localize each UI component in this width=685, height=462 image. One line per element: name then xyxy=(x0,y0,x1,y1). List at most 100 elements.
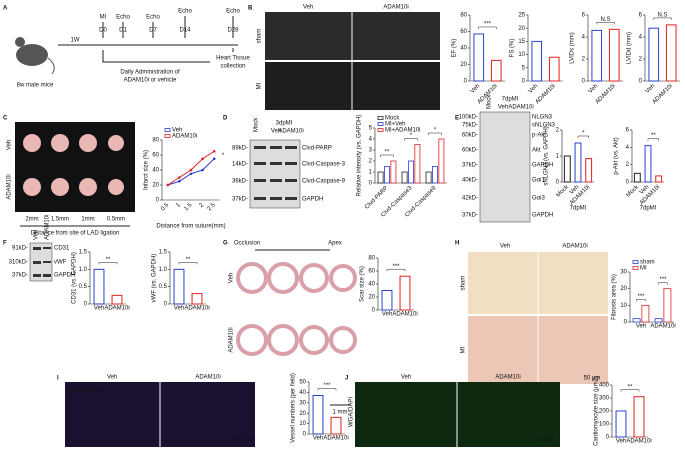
bar xyxy=(548,56,560,82)
label: D7 xyxy=(149,28,157,34)
label: MI xyxy=(257,82,263,89)
bar xyxy=(414,144,421,184)
bar xyxy=(663,288,672,323)
y-axis-label: Fibrosis area (%) xyxy=(612,274,618,320)
y-tick-label: 10 xyxy=(620,303,627,309)
bar xyxy=(401,171,408,184)
heart-sections xyxy=(236,262,357,356)
label: D14 xyxy=(179,28,191,34)
label: 60kD- xyxy=(462,133,478,139)
y-tick-label: 0.5 xyxy=(159,284,168,290)
label: ADAM10i xyxy=(229,327,235,352)
bar xyxy=(432,166,438,184)
y-tick-label: 400 xyxy=(599,383,610,389)
x-tick-label: Veh xyxy=(645,83,657,95)
y-axis-label: Scar size (%) xyxy=(360,266,366,302)
y-tick-label: 0 xyxy=(626,180,630,186)
y-tick-label: 200 xyxy=(599,409,610,415)
significance-label: ** xyxy=(385,150,390,156)
legend-label: sham xyxy=(640,260,655,266)
line-point xyxy=(201,157,204,161)
y-tick-label: 80 xyxy=(368,256,375,262)
y-tick-label: 100 xyxy=(599,422,610,428)
significance-label: N.S xyxy=(600,17,610,23)
timeline-arrows xyxy=(102,16,234,38)
label: GAPDH xyxy=(302,197,323,203)
label: Clvd-Caspase-9 xyxy=(302,179,346,185)
x-tick-label: ADAM10i xyxy=(392,312,417,318)
y-axis-label: CD31 (vs. GAPDH) xyxy=(72,252,78,304)
y-axis-label: Vessel numbers (per field) xyxy=(291,373,297,443)
x-tick-label: ADAM10i xyxy=(650,324,675,330)
label: ADAM10i or vehicle xyxy=(124,78,177,84)
legend-swatch xyxy=(632,260,639,264)
label: ADAM10i xyxy=(508,105,533,111)
label: GAPDH xyxy=(532,213,553,219)
sig-bracket xyxy=(428,132,442,135)
significance-label: *** xyxy=(659,277,667,283)
x-tick-label: ADAM10i xyxy=(323,436,348,442)
bar xyxy=(490,59,502,82)
y-tick-label: 0 xyxy=(582,79,586,85)
label: 8w male mice xyxy=(17,83,54,89)
bar xyxy=(111,294,123,305)
label: 40kD- xyxy=(462,178,478,184)
y-tick-label: 60 xyxy=(368,269,375,275)
x-tick-label: Veh xyxy=(639,184,651,196)
significance-label: ** xyxy=(186,257,191,263)
x-axis-label: 7dpMI xyxy=(570,206,587,212)
y-axis-label: LVIDd (mm) xyxy=(627,32,633,64)
y-tick-label: 0 xyxy=(164,302,168,308)
bar xyxy=(632,318,641,323)
y-tick-label: 25 xyxy=(518,13,525,19)
sig-bracket xyxy=(317,388,337,391)
sig-bracket xyxy=(658,282,668,285)
sig-bracket xyxy=(636,299,646,302)
sig-bracket xyxy=(380,154,394,157)
label: Akt xyxy=(532,148,541,154)
legend-swatch xyxy=(164,134,171,138)
sig-bracket xyxy=(577,135,589,138)
label: GAPDH xyxy=(532,163,553,169)
label: sNLGN3 xyxy=(532,123,556,129)
label: Apex xyxy=(328,241,342,247)
y-tick-label: 20 xyxy=(460,62,467,68)
bar xyxy=(608,28,620,82)
sig-bracket xyxy=(653,17,672,20)
line-point xyxy=(178,179,181,183)
x-tick-label: Veh xyxy=(382,312,392,318)
bar xyxy=(574,142,582,183)
label: Echo xyxy=(116,15,130,21)
y-tick-label: 1.0 xyxy=(159,267,168,273)
label: 36kD- xyxy=(232,179,248,185)
y-axis-label: LVIDs (mm) xyxy=(570,32,576,64)
label: 91kD- xyxy=(12,246,28,252)
label: GAPDH xyxy=(54,273,75,279)
y-tick-label: 4 xyxy=(582,35,586,41)
legend-swatch xyxy=(377,122,384,126)
y-tick-label: 6 xyxy=(626,128,630,134)
y-tick-label: 20 xyxy=(368,295,375,301)
bar xyxy=(425,171,432,184)
sig-bracket xyxy=(404,138,418,141)
y-tick-label: 20 xyxy=(299,411,306,417)
label: Veh xyxy=(107,375,117,381)
x-tick-label: 2.5 xyxy=(207,202,218,213)
label: 60kD- xyxy=(462,148,478,154)
label: ADAM10i xyxy=(562,244,587,250)
bar xyxy=(384,166,390,184)
y-axis-label: Relative intensity (vs. GAPDH) xyxy=(357,115,363,197)
legend-label: Veh xyxy=(172,128,182,134)
significance-label: ** xyxy=(628,384,633,390)
legend-swatch xyxy=(377,116,384,120)
bar xyxy=(399,275,411,311)
label: Occlusion xyxy=(234,241,260,247)
label: Mock xyxy=(254,117,260,132)
label: 37kD- xyxy=(232,197,248,203)
label: 1.5mm xyxy=(51,217,69,223)
y-tick-label: 2 xyxy=(626,162,630,168)
bar xyxy=(312,395,324,435)
y-tick-label: 0 xyxy=(372,308,376,314)
x-tick-label: Veh xyxy=(470,83,482,95)
y-tick-label: 1.0 xyxy=(79,267,88,273)
